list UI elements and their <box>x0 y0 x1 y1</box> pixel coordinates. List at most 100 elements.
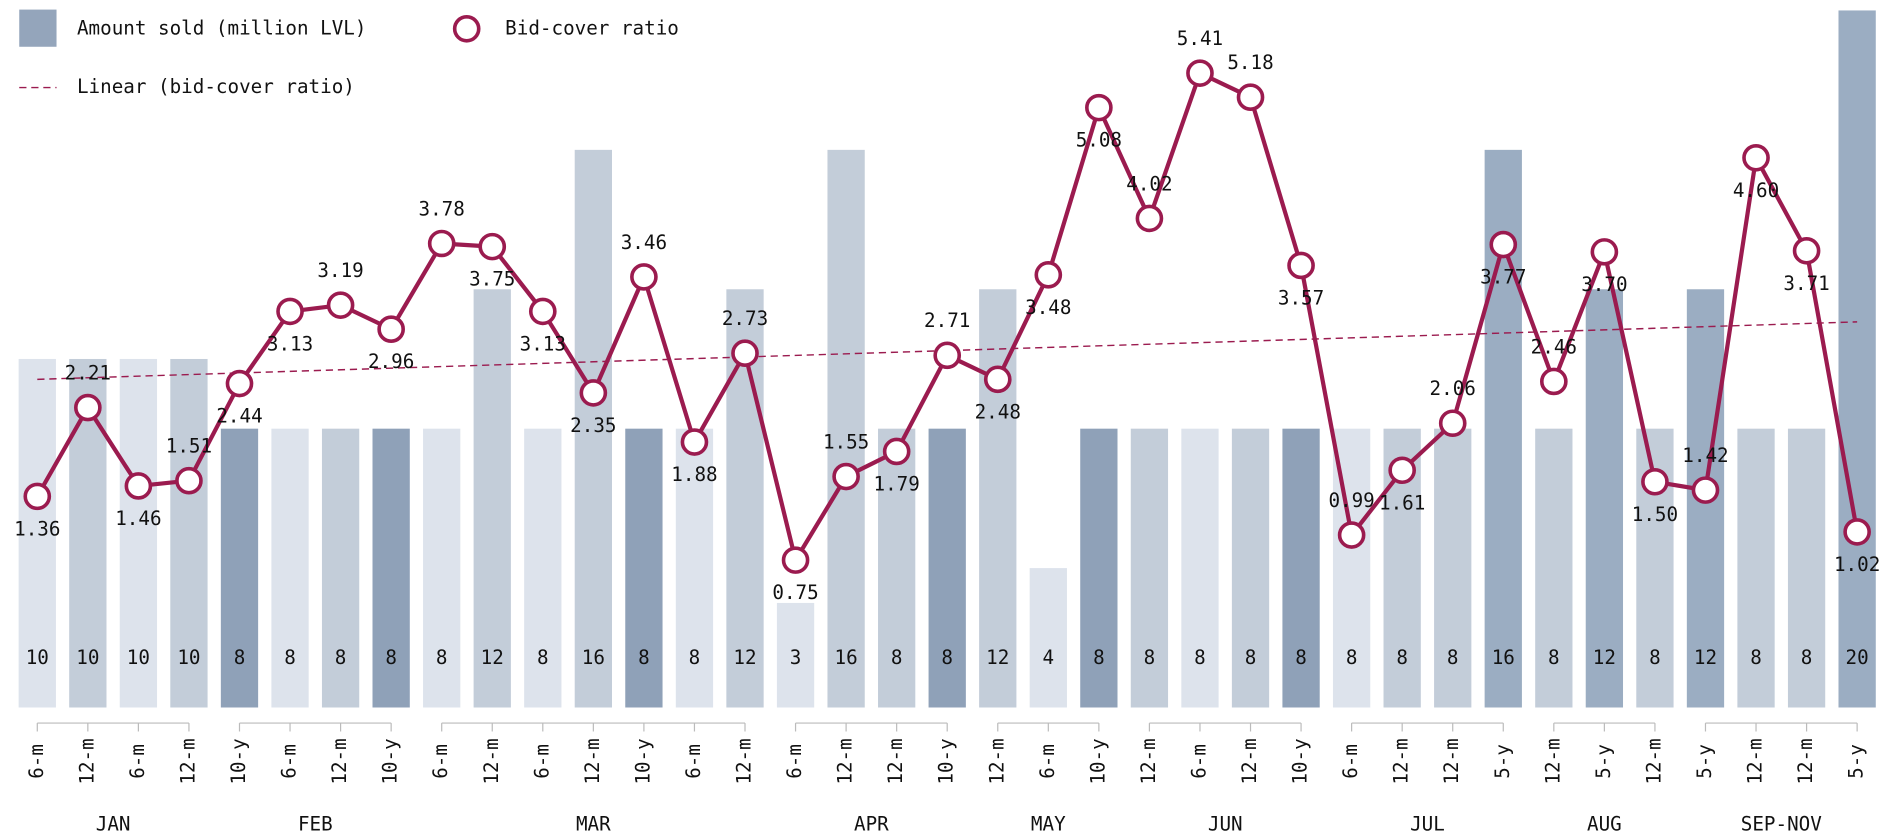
x-tick-label: 12-m <box>732 738 755 784</box>
marker <box>933 341 962 370</box>
group-label: MAY <box>1031 813 1066 836</box>
bar-value-label: 8 <box>689 646 701 669</box>
bar <box>18 358 56 708</box>
x-tick-label: 6-m <box>1187 744 1210 779</box>
data-label: 1.50 <box>1632 503 1678 526</box>
group-label: SEP-NOV <box>1741 813 1822 836</box>
bar <box>1787 428 1826 708</box>
bar-value-label: 12 <box>481 646 504 669</box>
group-label: FEB <box>298 813 333 836</box>
data-label: 5.08 <box>1076 129 1122 152</box>
x-tick-label: 10-y <box>379 738 402 784</box>
bar <box>574 149 612 708</box>
bar-value-label: 8 <box>335 646 347 669</box>
legend-label: Amount sold (million LVL) <box>77 16 366 39</box>
bar <box>1029 568 1067 708</box>
bar-value-label: 16 <box>582 646 605 669</box>
bar <box>1535 428 1573 708</box>
x-tick-label: 10-y <box>227 738 250 784</box>
bar <box>271 428 309 708</box>
group-label: JUN <box>1208 813 1243 836</box>
x-tick-label: 12-m <box>581 738 604 784</box>
bar <box>423 428 461 708</box>
bar-value-label: 8 <box>1396 646 1408 669</box>
x-tick-label: 12-m <box>1238 738 1261 784</box>
bar <box>1737 428 1775 708</box>
legend-marker <box>452 14 481 43</box>
group-label: JUL <box>1410 813 1445 836</box>
bar-value-label: 12 <box>733 646 756 669</box>
marker <box>781 546 810 574</box>
x-tick-label: 10-y <box>935 738 958 784</box>
marker <box>882 437 911 466</box>
bar <box>119 358 158 708</box>
bar <box>1130 428 1169 708</box>
marker <box>175 466 203 495</box>
data-label: 3.77 <box>1480 266 1526 289</box>
marker <box>1337 521 1366 549</box>
bar-value-label: 8 <box>1750 646 1762 669</box>
bar-value-label: 10 <box>76 646 99 669</box>
bar-value-label: 20 <box>1846 646 1869 669</box>
x-tick-label: 6-m <box>126 744 149 779</box>
marker <box>680 428 709 456</box>
x-tick-label: 6-m <box>278 744 301 779</box>
data-label: 1.79 <box>873 473 919 496</box>
data-label: 3.70 <box>1581 273 1627 296</box>
bar-value-label: 8 <box>1194 646 1206 669</box>
bar <box>1585 289 1624 708</box>
data-label: 3.46 <box>621 231 667 254</box>
x-tick-label: 5-y <box>1693 744 1716 779</box>
data-label: 2.73 <box>722 307 768 330</box>
marker <box>1539 367 1568 396</box>
bar <box>928 428 966 708</box>
data-label: 3.48 <box>1025 296 1071 319</box>
marker <box>74 393 102 422</box>
bar <box>776 602 815 708</box>
bar <box>321 428 360 708</box>
marker <box>478 232 507 261</box>
marker <box>1135 204 1164 233</box>
data-label: 3.13 <box>520 333 566 356</box>
data-label: 2.35 <box>570 414 616 437</box>
bar-value-label: 8 <box>1801 646 1813 669</box>
marker <box>1742 144 1770 172</box>
data-label: 1.51 <box>166 435 212 458</box>
legend-label: Linear (bid-cover ratio) <box>77 75 355 98</box>
x-tick-label: 5-y <box>1592 744 1615 779</box>
bar-value-label: 16 <box>835 646 858 669</box>
data-label: 2.44 <box>216 405 262 428</box>
data-label: 1.46 <box>115 507 161 530</box>
legend-swatch <box>19 9 57 47</box>
marker <box>1085 93 1113 122</box>
bar-value-label: 8 <box>1245 646 1257 669</box>
marker <box>1489 230 1518 259</box>
marker <box>1186 59 1214 87</box>
bar <box>372 428 410 708</box>
bar-value-label: 8 <box>1093 646 1105 669</box>
marker <box>1590 238 1619 266</box>
x-tick-label: 12-m <box>1541 738 1564 784</box>
data-label: 1.61 <box>1379 491 1425 514</box>
bar-value-label: 8 <box>638 646 650 669</box>
group-label: MAR <box>576 813 611 836</box>
data-label: 3.75 <box>469 268 515 291</box>
data-label: 2.21 <box>65 362 111 385</box>
bar-value-label: 3 <box>790 646 802 669</box>
x-tick-label: 6-m <box>1339 744 1362 779</box>
x-tick-label: 12-m <box>75 738 98 784</box>
data-label: 3.78 <box>419 197 465 220</box>
x-tick-label: 6-m <box>682 744 705 779</box>
x-tick-label: 6-m <box>25 744 48 779</box>
group-label: APR <box>854 813 889 836</box>
data-label: 4.02 <box>1126 172 1172 195</box>
bar-value-label: 8 <box>537 646 549 669</box>
data-label: 3.13 <box>267 333 313 356</box>
legend-label: Bid-cover ratio <box>505 16 679 39</box>
bar-value-label: 8 <box>1447 646 1459 669</box>
bar <box>1838 10 1876 708</box>
x-tick-label: 12-m <box>1744 738 1767 784</box>
data-label: 3.71 <box>1783 272 1829 295</box>
bar <box>625 428 663 708</box>
